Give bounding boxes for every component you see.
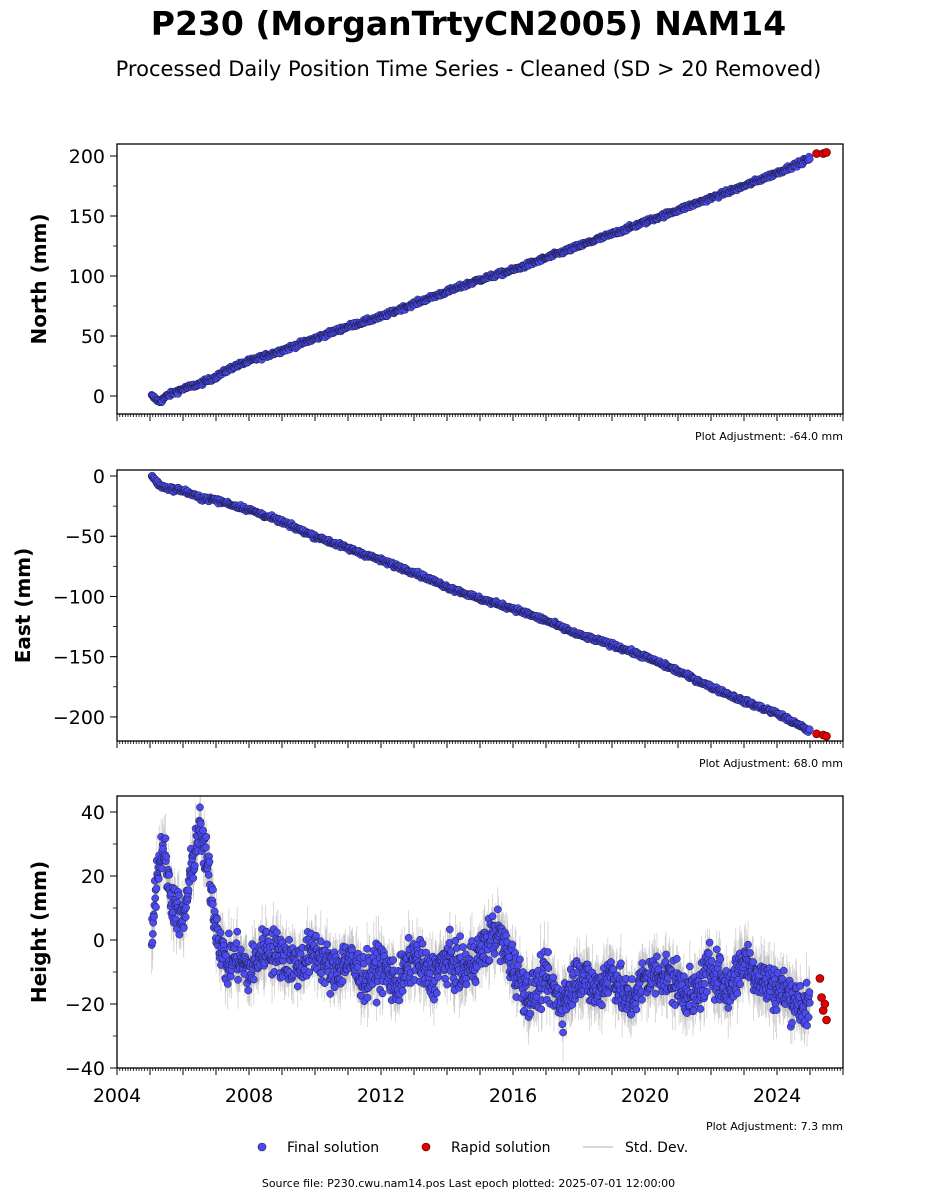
y-tick-label: 0	[93, 466, 105, 488]
data-layer	[147, 796, 831, 1062]
plot-adjustment-note: Plot Adjustment: -64.0 mm	[695, 430, 843, 443]
chart-subtitle: Processed Daily Position Time Series - C…	[115, 57, 822, 81]
y-tick-label: 50	[81, 326, 105, 348]
panel-3	[110, 795, 844, 1075]
panel-2	[110, 469, 844, 748]
y-tick-label: −150	[53, 647, 105, 669]
y-tick-label: −50	[65, 526, 105, 548]
y-tick-label: −200	[53, 707, 105, 729]
panel-1	[110, 143, 844, 421]
plot-adjustment-note: Plot Adjustment: 68.0 mm	[699, 757, 843, 770]
y-tick-label: 150	[69, 206, 105, 228]
final-solution-point	[805, 725, 814, 734]
y-axis-label: East (mm)	[11, 548, 35, 664]
y-axis-label: North (mm)	[27, 213, 51, 344]
rapid-solution-point	[822, 731, 831, 741]
y-tick-label: 0	[93, 386, 105, 408]
chart-title: P230 (MorganTrtyCN2005) NAM14	[150, 4, 787, 43]
y-tick-label: 100	[69, 266, 105, 288]
data-layer	[147, 148, 831, 407]
final-solution-point	[805, 155, 814, 164]
rapid-solution-point	[822, 148, 831, 157]
y-tick-label: −100	[53, 586, 105, 608]
data-layer	[147, 471, 831, 741]
y-tick-label: 200	[69, 146, 105, 168]
